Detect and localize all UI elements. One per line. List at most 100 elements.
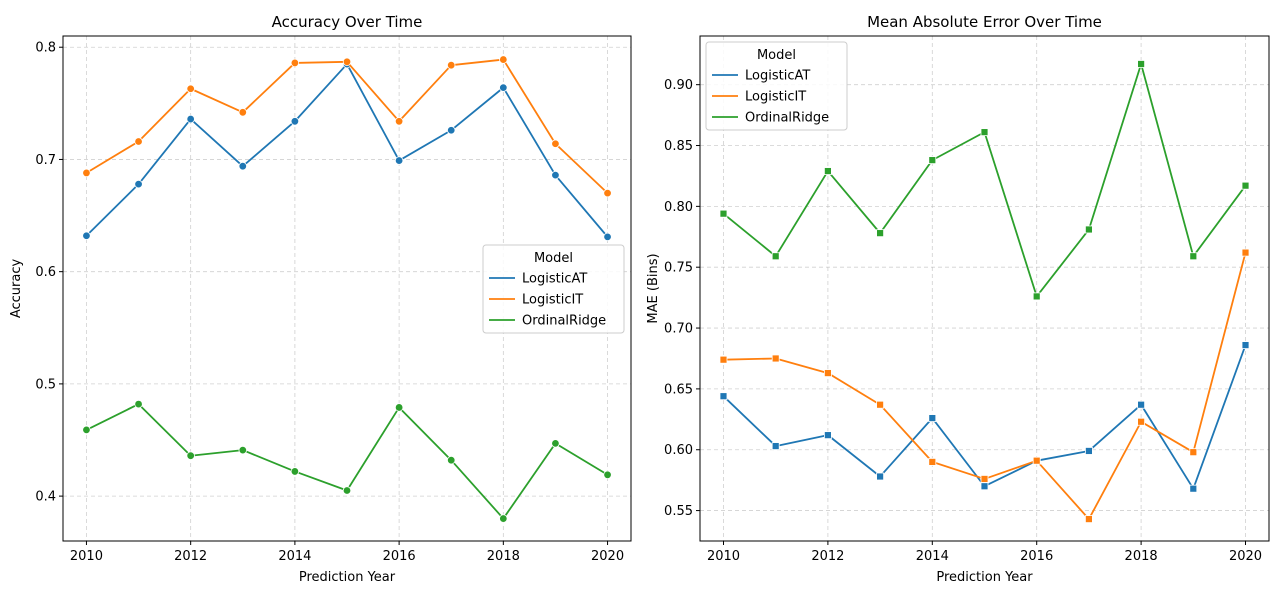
x-tick-label: 2018 — [487, 549, 520, 564]
data-point — [551, 439, 560, 448]
data-point — [603, 232, 612, 242]
chart-title: Mean Absolute Error Over Time — [867, 13, 1102, 31]
data-point — [499, 83, 508, 92]
y-tick-label: 0.75 — [664, 261, 693, 276]
legend-title: Model — [534, 251, 573, 266]
y-tick-label: 0.65 — [664, 382, 693, 397]
x-tick-label: 2014 — [916, 549, 949, 564]
series-line-logisticit — [85, 58, 609, 194]
y-tick-label: 0.5 — [35, 377, 56, 392]
data-point — [447, 60, 456, 70]
data-point — [499, 55, 508, 64]
data-point — [342, 57, 352, 67]
data-point — [1241, 181, 1250, 190]
data-point — [1241, 248, 1250, 257]
y-tick-label: 0.60 — [664, 443, 693, 458]
y-tick-label: 0.80 — [664, 200, 693, 215]
data-point — [82, 425, 91, 435]
x-tick-label: 2010 — [707, 549, 740, 564]
data-point — [447, 456, 456, 465]
data-point — [342, 486, 352, 495]
data-point — [1189, 448, 1198, 457]
data-point — [876, 229, 884, 238]
data-point — [82, 231, 91, 240]
axes-frame — [62, 35, 632, 542]
legend-title: Model — [757, 48, 796, 63]
data-point — [603, 188, 612, 198]
data-point — [719, 355, 728, 364]
data-point — [771, 252, 780, 261]
y-tick-label: 0.90 — [664, 78, 693, 93]
series-line-logisticat — [85, 63, 609, 238]
y-tick-label: 0.7 — [35, 153, 56, 168]
x-tick-label: 2012 — [811, 549, 844, 564]
data-point — [290, 58, 300, 68]
x-tick-label: 2012 — [174, 549, 207, 564]
y-tick-label: 0.8 — [35, 41, 56, 56]
legend-entry-ordinalridge: OrdinalRidge — [522, 314, 606, 329]
legend: Model LogisticAT LogisticIT OrdinalRidge — [482, 244, 625, 334]
legend-box — [482, 244, 625, 334]
data-point — [1032, 456, 1041, 465]
data-point — [980, 128, 989, 137]
data-point — [1085, 225, 1093, 234]
y-axis-label: Accuracy — [9, 259, 24, 319]
x-tick-label: 2016 — [383, 549, 416, 564]
data-point — [823, 431, 832, 440]
series-line-ordinalridge — [86, 403, 609, 520]
y-tick-label: 0.85 — [664, 139, 693, 154]
data-point — [1085, 447, 1093, 455]
data-point — [290, 467, 300, 476]
data-point — [1085, 515, 1093, 523]
data-point — [1137, 400, 1146, 409]
data-point — [1032, 292, 1041, 301]
data-point — [186, 84, 195, 93]
legend-entry-logisticit: LogisticIT — [745, 90, 806, 105]
y-tick-label: 0.4 — [35, 490, 56, 505]
data-point — [1137, 60, 1146, 68]
legend-entry-ordinalridge: OrdinalRidge — [745, 111, 829, 126]
chart-title: Accuracy Over Time — [272, 13, 423, 31]
data-point — [394, 403, 404, 412]
data-point — [876, 400, 884, 409]
data-point — [771, 442, 780, 450]
legend: Model LogisticAT LogisticIT OrdinalRidge — [705, 41, 848, 131]
data-point — [394, 156, 404, 165]
data-point — [1189, 252, 1198, 261]
data-point — [134, 399, 143, 409]
data-point — [928, 458, 937, 466]
data-point — [1137, 417, 1146, 426]
data-point — [1189, 484, 1198, 493]
x-axis-label: Prediction Year — [936, 570, 1033, 585]
legend-entry-logisticat: LogisticAT — [522, 272, 587, 287]
data-point — [238, 108, 247, 117]
data-point — [134, 137, 143, 146]
x-tick-label: 2020 — [1229, 549, 1262, 564]
data-point — [928, 156, 937, 165]
data-point — [1241, 341, 1250, 349]
x-tick-label: 2020 — [591, 549, 624, 564]
data-point — [186, 114, 195, 124]
data-point — [823, 167, 832, 175]
data-point — [394, 117, 404, 126]
y-tick-label: 0.70 — [664, 322, 693, 337]
data-point — [771, 354, 780, 363]
data-point — [290, 117, 300, 126]
legend-entry-logisticit: LogisticIT — [522, 293, 583, 308]
data-point — [551, 139, 560, 148]
legend-entry-logisticat: LogisticAT — [745, 69, 810, 84]
data-point — [238, 445, 247, 455]
y-axis-label: MAE (Bins) — [646, 253, 661, 323]
data-point — [980, 482, 989, 491]
mae-chart: 2010 2012 2014 2016 2018 2020 0.55 0.60 0.65 0.70… — [646, 13, 1270, 585]
data-point — [499, 514, 508, 523]
y-tick-label: 0.55 — [664, 504, 693, 519]
accuracy-chart: 2010 2012 2014 2016 2018 2020 0.4 0.5 0.6 0.7 0.8 A… — [9, 13, 632, 585]
x-tick-label: 2016 — [1020, 549, 1053, 564]
x-axis-label: Prediction Year — [299, 570, 396, 585]
data-point — [447, 126, 456, 135]
data-point — [238, 161, 247, 171]
data-point — [980, 475, 989, 483]
